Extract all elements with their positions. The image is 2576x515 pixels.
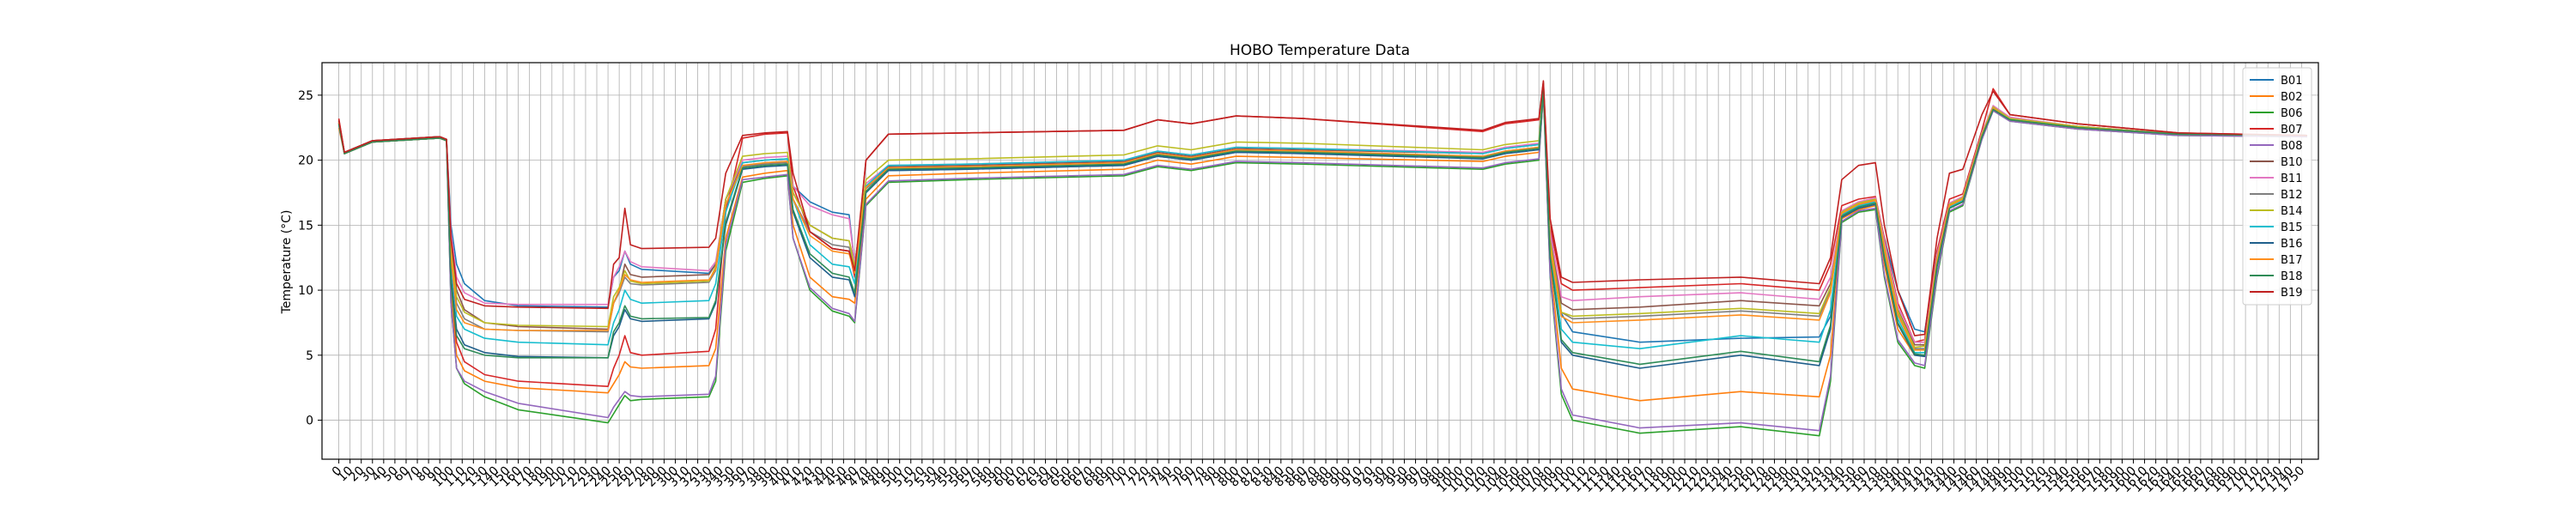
legend-entry: B14	[2281, 205, 2302, 218]
legend-entry: B15	[2281, 221, 2302, 234]
series-line-b08	[337, 90, 2307, 432]
legend-entry: B01	[2281, 75, 2302, 88]
series-line-b15	[337, 85, 2307, 354]
y-tick-label: 25	[298, 89, 313, 103]
series-line-b18	[337, 88, 2307, 366]
legend-entry: B17	[2281, 254, 2302, 267]
legend-entry: B02	[2281, 91, 2302, 104]
series-layer	[337, 80, 2307, 437]
series-line-b06	[337, 92, 2307, 437]
legend-entry: B19	[2281, 287, 2302, 300]
series-line-b19	[337, 80, 2307, 336]
legend: B01 B02 B06 B07 B08 B10 B11 B12 B14 B15 B16 B17 B18 B…	[2242, 67, 2312, 306]
y-tick-label: 10	[298, 284, 313, 298]
legend-entry: B10	[2281, 156, 2302, 169]
legend-entry: B07	[2281, 124, 2302, 136]
legend-entry: B12	[2281, 189, 2302, 202]
chart-title: HOBO Temperature Data	[1230, 42, 1410, 59]
y-tick-label: 20	[298, 154, 313, 168]
legend-entry: B18	[2281, 270, 2302, 283]
plot-frame	[321, 62, 2319, 460]
series-line-b17	[337, 87, 2307, 351]
legend-entry: B11	[2281, 173, 2302, 185]
series-line-b14	[337, 82, 2307, 348]
y-tick-label: 5	[306, 349, 313, 363]
y-tick-label: 0	[306, 415, 313, 428]
legend-entry: B08	[2281, 140, 2302, 153]
y-axis-ticks: 0 5 10 15 20 25	[298, 89, 322, 428]
y-axis-label: Temperature (°C)	[280, 210, 294, 315]
legend-entry: B16	[2281, 238, 2302, 251]
legend-box	[2242, 67, 2312, 306]
grid	[322, 63, 2318, 459]
y-tick-label: 15	[298, 219, 313, 233]
legend-entry: B06	[2281, 107, 2302, 120]
